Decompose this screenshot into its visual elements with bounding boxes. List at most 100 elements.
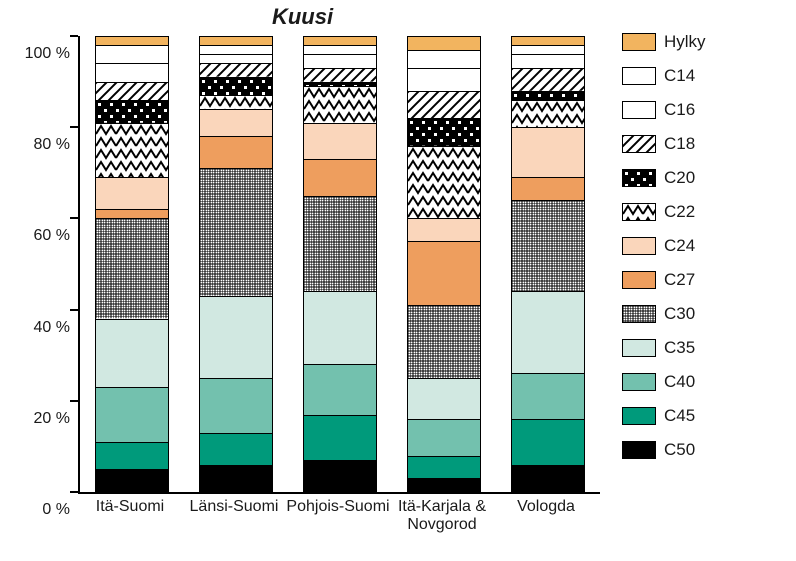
- bar-segment-c24: [511, 127, 586, 177]
- bar-segment-c35: [199, 296, 274, 378]
- legend-label: Hylky: [664, 32, 706, 52]
- legend-label: C30: [664, 304, 695, 324]
- bar-segment-c22: [199, 95, 274, 109]
- bar-segment-c45: [199, 433, 274, 465]
- bar: [199, 36, 274, 492]
- bar-segment-c40: [511, 373, 586, 419]
- bar-segment-c30: [303, 196, 378, 292]
- legend-item-c24: C24: [622, 236, 792, 256]
- bar-segment-c14: [511, 45, 586, 54]
- y-tick-mark: [70, 491, 78, 493]
- y-tick-label: 40 %: [0, 319, 70, 337]
- bar-segment-c50: [407, 478, 482, 492]
- bar-segment-c14: [303, 45, 378, 54]
- bar: [407, 36, 482, 492]
- y-tick-label: 100 %: [0, 45, 70, 63]
- plot-area: [78, 36, 600, 494]
- bar-segment-c40: [303, 364, 378, 414]
- legend-item-c45: C45: [622, 406, 792, 426]
- legend-item-hylky: Hylky: [622, 32, 792, 52]
- legend-item-c20: C20: [622, 168, 792, 188]
- bar-segment-c24: [95, 177, 170, 209]
- bar-segment-c18: [511, 68, 586, 91]
- bar-segment-c22: [303, 86, 378, 122]
- bar-segment-c22: [407, 146, 482, 219]
- bar-segment-c16: [95, 63, 170, 81]
- legend-item-c40: C40: [622, 372, 792, 392]
- bar-segment-c20: [95, 100, 170, 123]
- bar-segment-c14: [407, 50, 482, 68]
- bar-segment-c22: [95, 123, 170, 178]
- bar-segment-c20: [511, 91, 586, 100]
- legend-swatch: [622, 169, 656, 187]
- bar-segment-c20: [303, 82, 378, 87]
- legend-label: C50: [664, 440, 695, 460]
- legend-label: C20: [664, 168, 695, 188]
- bar-segment-c45: [95, 442, 170, 469]
- bar-segment-c45: [303, 415, 378, 461]
- legend-item-c50: C50: [622, 440, 792, 460]
- y-tick-label: 80 %: [0, 136, 70, 154]
- bar: [95, 36, 170, 492]
- bar-segment-c16: [407, 68, 482, 91]
- legend-swatch: [622, 203, 656, 221]
- legend-item-c22: C22: [622, 202, 792, 222]
- bar-segment-c24: [407, 218, 482, 241]
- bar-segment-c18: [95, 82, 170, 100]
- y-tick-mark: [70, 217, 78, 219]
- bar-segment-c50: [511, 465, 586, 492]
- legend-label: C24: [664, 236, 695, 256]
- legend-swatch: [622, 373, 656, 391]
- x-tick-label: Itä-Karjala &Novgorod: [390, 498, 494, 535]
- bar-segment-c40: [95, 387, 170, 442]
- bar-segment-c27: [303, 159, 378, 195]
- bar: [511, 36, 586, 492]
- bar-segment-c16: [199, 54, 274, 63]
- bar-segment-c40: [199, 378, 274, 433]
- legend-item-c14: C14: [622, 66, 792, 86]
- y-tick-mark: [70, 400, 78, 402]
- y-tick-mark: [70, 126, 78, 128]
- legend-swatch: [622, 67, 656, 85]
- legend-label: C16: [664, 100, 695, 120]
- bar-segment-hylky: [199, 36, 274, 45]
- bar-segment-c18: [303, 68, 378, 82]
- legend: Hylky C14 C16 C18 C20 C22 C24 C27 C30 C35 C40 C45 C5…: [622, 32, 792, 474]
- legend-label: C27: [664, 270, 695, 290]
- bar-segment-c50: [303, 460, 378, 492]
- legend-label: C35: [664, 338, 695, 358]
- legend-swatch: [622, 407, 656, 425]
- bar-segment-c40: [407, 419, 482, 455]
- legend-swatch: [622, 135, 656, 153]
- legend-item-c35: C35: [622, 338, 792, 358]
- bar-segment-hylky: [303, 36, 378, 45]
- bar-segment-c27: [199, 136, 274, 168]
- bar-segment-c27: [511, 177, 586, 200]
- bar-segment-c16: [511, 54, 586, 68]
- bar-segment-c30: [199, 168, 274, 296]
- bar-segment-c35: [303, 291, 378, 364]
- chart-title: Kuusi: [0, 4, 605, 30]
- chart-figure: Kuusi 0 %20 %40 %60 %80 %100 % Itä-Suomi…: [0, 0, 796, 561]
- bar-segment-c30: [511, 200, 586, 291]
- bar: [303, 36, 378, 492]
- bar-segment-c18: [407, 91, 482, 118]
- bar-segment-c30: [407, 305, 482, 378]
- x-tick-label: Itä-Suomi: [78, 498, 182, 516]
- legend-label: C14: [664, 66, 695, 86]
- legend-swatch: [622, 339, 656, 357]
- bar-segment-c50: [95, 469, 170, 492]
- bar-segment-c18: [199, 63, 274, 77]
- legend-item-c27: C27: [622, 270, 792, 290]
- legend-swatch: [622, 237, 656, 255]
- bar-segment-c35: [407, 378, 482, 419]
- legend-swatch: [622, 33, 656, 51]
- bar-segment-c45: [511, 419, 586, 465]
- bar-segment-c50: [199, 465, 274, 492]
- bar-segment-c20: [407, 118, 482, 145]
- bar-segment-c22: [511, 100, 586, 127]
- legend-item-c18: C18: [622, 134, 792, 154]
- bar-segment-hylky: [407, 36, 482, 50]
- legend-label: C45: [664, 406, 695, 426]
- bar-segment-c20: [199, 77, 274, 95]
